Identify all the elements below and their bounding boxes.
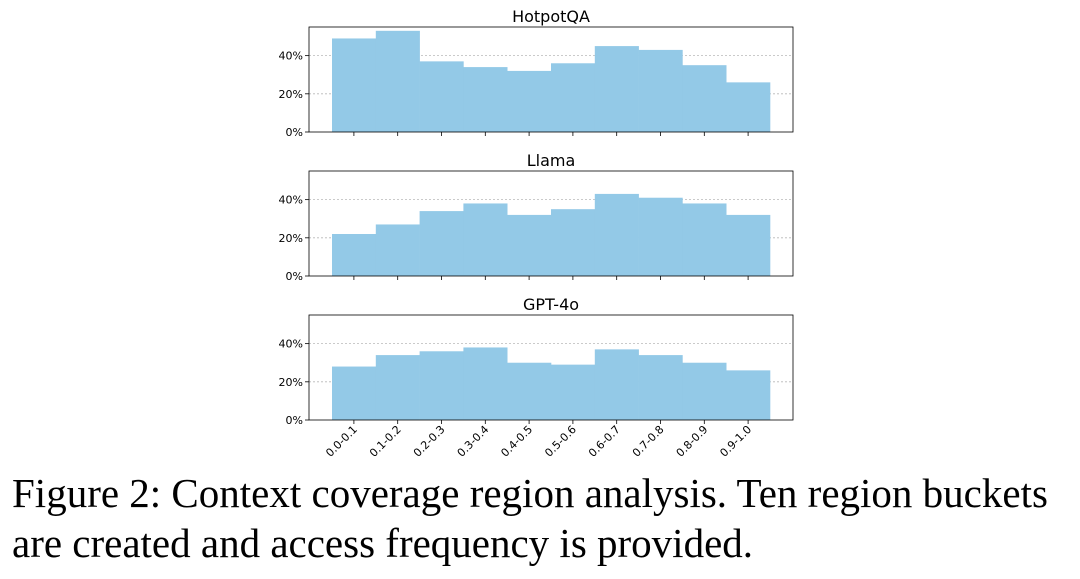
x-tick-label: 0.8-0.9	[674, 423, 711, 460]
axes-frame	[308, 170, 794, 277]
x-tick-label: 0.7-0.8	[630, 423, 667, 460]
x-tick-label: 0.4-0.5	[498, 423, 535, 460]
bar-0.4-0.5	[507, 214, 552, 276]
bar-0.7-0.8	[638, 355, 683, 420]
bar-0.4-0.5	[507, 362, 552, 420]
bar-0.3-0.4	[463, 203, 508, 276]
bar-0.5-0.6	[551, 209, 596, 276]
figure-caption: Figure 2: Context coverage region analys…	[12, 470, 1048, 566]
chart-title: GPT-4o	[523, 295, 579, 314]
x-tick-label: 0.1-0.2	[367, 423, 404, 460]
y-tick-label: 40%	[279, 50, 303, 63]
bar-0.7-0.8	[638, 49, 683, 133]
y-tick-label: 0%	[286, 126, 303, 139]
bar-0.3-0.4	[463, 347, 508, 420]
x-tick-label: 0.5-0.6	[542, 423, 579, 460]
bar-0.6-0.7	[594, 349, 639, 420]
x-tick-label: 0.2-0.3	[411, 423, 448, 460]
bar-0.8-0.9	[682, 203, 727, 276]
bar-0.9-1.0	[726, 370, 771, 420]
y-tick-label: 20%	[279, 376, 303, 389]
axes-frame	[308, 26, 794, 133]
bar-0.9-1.0	[726, 214, 771, 276]
bar-0.1-0.2	[375, 224, 420, 276]
bar-0.5-0.6	[551, 364, 596, 420]
bar-0.9-1.0	[726, 82, 771, 132]
y-tick-label: 0%	[286, 270, 303, 283]
bar-0.5-0.6	[551, 63, 596, 132]
y-tick-label: 40%	[279, 194, 303, 207]
x-tick-label: 0.9-1.0	[717, 423, 754, 460]
y-tick-label: 20%	[279, 88, 303, 101]
bar-0.2-0.3	[419, 211, 464, 276]
bar-0.0-0.1	[332, 234, 377, 276]
bar-0.6-0.7	[594, 46, 639, 132]
axes-frame	[308, 314, 794, 421]
bar-0.8-0.9	[682, 362, 727, 420]
bar-0.6-0.7	[594, 193, 639, 276]
chart-title: Llama	[527, 151, 576, 170]
bar-0.8-0.9	[682, 65, 727, 132]
bar-0.0-0.1	[332, 366, 377, 420]
chart-svg: HotpotQA 0% 20% 40% Llama 0% 20% 40% GPT-4o 0% 20%…	[279, 7, 794, 460]
chart-title: HotpotQA	[512, 7, 590, 26]
bar-0.2-0.3	[419, 61, 464, 133]
bar-0.1-0.2	[375, 30, 420, 132]
x-tick-label: 0.6-0.7	[586, 423, 623, 460]
y-tick-label: 0%	[286, 414, 303, 427]
y-tick-label: 20%	[279, 232, 303, 245]
bar-0.1-0.2	[375, 355, 420, 420]
bar-0.7-0.8	[638, 197, 683, 276]
x-tick-label: 0.3-0.4	[455, 423, 492, 460]
bar-0.0-0.1	[332, 38, 377, 132]
bar-0.4-0.5	[507, 70, 552, 132]
y-tick-label: 40%	[279, 338, 303, 351]
bar-0.3-0.4	[463, 67, 508, 132]
x-tick-label: 0.0-0.1	[323, 423, 360, 460]
bar-0.2-0.3	[419, 351, 464, 420]
